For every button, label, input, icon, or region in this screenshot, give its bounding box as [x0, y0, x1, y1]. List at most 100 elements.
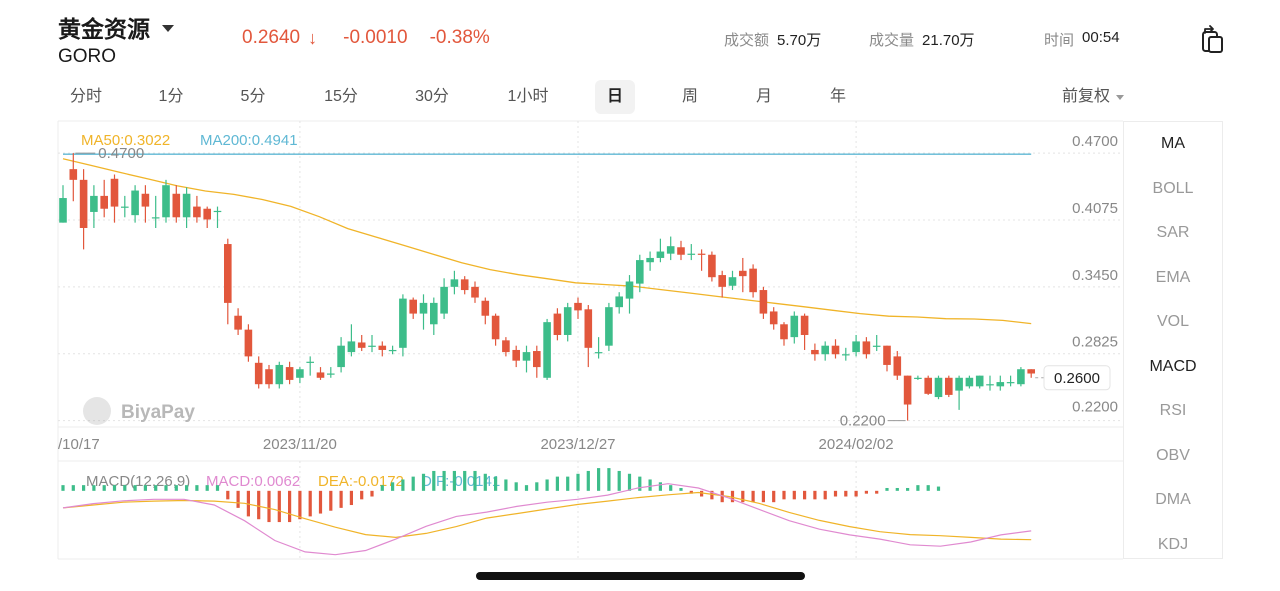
candle-body — [852, 341, 860, 353]
y-tick-label: 0.2825 — [1072, 334, 1118, 351]
candle-body — [121, 206, 129, 208]
macd-histogram-bar — [936, 486, 941, 491]
down-arrow-icon: ↓ — [308, 27, 318, 48]
tab-30min[interactable]: 30分 — [415, 88, 449, 105]
indicator-sar[interactable]: SAR — [1156, 224, 1190, 241]
candle-body — [708, 254, 716, 278]
candle-body — [522, 352, 531, 361]
indicator-kdj[interactable]: KDJ — [1157, 535, 1189, 553]
indicator-vol[interactable]: VOL — [1156, 313, 1189, 330]
adjust-label: 前复权 — [1062, 88, 1111, 105]
candle-body — [893, 356, 902, 376]
chevron-down-icon[interactable] — [162, 24, 174, 32]
macd-histogram-bar — [504, 479, 508, 491]
candle-body — [79, 179, 88, 228]
tab-15min[interactable]: 15分 — [324, 88, 358, 105]
macd-histogram-bar — [586, 470, 590, 491]
macd-histogram-bar — [133, 485, 137, 491]
macd-histogram-bar — [308, 490, 312, 517]
indicator-obv[interactable]: OBV — [1156, 446, 1190, 464]
candle-body — [481, 300, 490, 316]
macd-histogram-bar — [710, 490, 714, 500]
candle-body — [1006, 382, 1015, 384]
macd-histogram-bar — [730, 490, 735, 503]
candle-body — [842, 354, 850, 356]
candle-body — [965, 377, 974, 387]
last-price-box — [1043, 365, 1111, 391]
macd-histogram-bar — [112, 485, 117, 491]
volume-label: 成交量 — [869, 32, 915, 49]
macd-dea-line — [62, 491, 1032, 541]
macd-histogram-bar — [679, 487, 683, 491]
tab-1min[interactable]: 1分 — [158, 88, 184, 105]
tab-1hour[interactable]: 1小时 — [507, 88, 549, 105]
candle-body — [914, 377, 922, 379]
macd-histogram-bar — [895, 487, 899, 491]
macd-histogram-bar — [349, 490, 353, 506]
candle-body — [430, 302, 438, 325]
stock-name-block[interactable]: 黄金资源 GORO — [58, 10, 174, 68]
indicator-dma[interactable]: DMA — [1155, 491, 1191, 508]
home-indicator — [476, 572, 805, 580]
candle-body — [347, 341, 356, 353]
macd-histogram-bar — [720, 490, 724, 503]
ma-legend-item: MA50:0.3022 — [81, 132, 170, 149]
indicator-rsi[interactable]: RSI — [1159, 402, 1187, 419]
candle-body — [800, 315, 809, 335]
candle-body — [543, 322, 551, 378]
macd-histogram-bar — [803, 490, 807, 500]
adjust-selector[interactable]: 前复权 — [1062, 80, 1125, 114]
candle-body — [182, 193, 191, 218]
share-icon[interactable] — [1200, 24, 1226, 54]
candle-body — [100, 195, 108, 209]
macd-dif-line — [62, 483, 1032, 556]
candle-body — [780, 324, 788, 340]
macd-histogram-bar — [195, 485, 199, 491]
candle-body — [193, 206, 201, 218]
macd-histogram-bar — [916, 485, 920, 491]
x-tick-label: 2023/12/27 — [540, 436, 615, 453]
candle-body — [368, 345, 376, 347]
indicator-boll[interactable]: BOLL — [1152, 179, 1194, 197]
turnover-value: 5.70万 — [777, 32, 822, 49]
tab-5min[interactable]: 5分 — [240, 88, 266, 105]
macd-histogram-bar — [741, 490, 745, 503]
macd-histogram-bar — [658, 482, 662, 491]
tab-week[interactable]: 周 — [681, 88, 698, 105]
tab-month[interactable]: 月 — [755, 88, 772, 105]
macd-histogram-bar — [597, 468, 601, 491]
macd-histogram-bar — [164, 485, 168, 491]
macd-histogram-bar — [689, 490, 693, 494]
candle-body — [790, 315, 799, 338]
ticker-symbol: GORO — [58, 46, 117, 67]
indicator-macd[interactable]: MACD — [1149, 357, 1197, 375]
candle-body — [1027, 369, 1035, 374]
candle-body — [1017, 369, 1025, 385]
tab-year[interactable]: 年 — [829, 88, 846, 105]
macd-histogram-bar — [782, 490, 786, 500]
candle-body — [656, 251, 665, 258]
candle-body — [934, 377, 943, 398]
candle-body — [594, 352, 603, 354]
candle-body — [533, 351, 541, 368]
macd-histogram-bar — [452, 470, 456, 491]
tab-day[interactable]: 日 — [595, 80, 635, 114]
macd-histogram-bar — [638, 476, 642, 491]
candle-body — [162, 185, 170, 218]
macd-histogram-bar — [823, 490, 827, 500]
volume-stat: 成交量 21.70万 — [869, 29, 975, 50]
stock-name[interactable]: 黄金资源 — [58, 16, 150, 42]
macd-histogram-bar — [432, 470, 436, 491]
candle-body — [666, 246, 675, 254]
tab-timeshare[interactable]: 分时 — [69, 88, 102, 105]
macd-histogram-bar — [906, 487, 910, 491]
candle-body — [903, 375, 912, 405]
macd-histogram-bar — [82, 485, 86, 491]
indicator-ema[interactable]: EMA — [1155, 268, 1191, 286]
macd-histogram-bar — [627, 473, 632, 491]
indicator-ma[interactable]: MA — [1161, 135, 1185, 152]
macd-histogram-bar — [833, 490, 838, 497]
candle-body — [883, 345, 891, 365]
period-tabs: 分时 1分 5分 15分 30分 1小时 日 周 月 年 前复权 — [0, 80, 1280, 114]
